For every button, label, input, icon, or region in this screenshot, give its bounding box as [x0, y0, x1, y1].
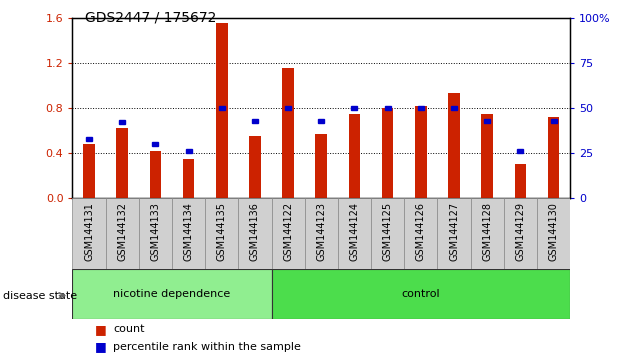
Bar — [415, 106, 427, 198]
Bar — [504, 198, 537, 269]
Text: GSM144131: GSM144131 — [84, 202, 94, 261]
Bar — [318, 119, 324, 122]
Bar — [83, 144, 95, 198]
Text: GSM144130: GSM144130 — [549, 202, 559, 261]
Bar — [382, 108, 394, 198]
Text: GSM144134: GSM144134 — [183, 202, 193, 261]
Text: count: count — [113, 324, 145, 334]
Bar — [119, 120, 125, 124]
Text: GSM144135: GSM144135 — [217, 202, 227, 261]
Bar — [183, 159, 195, 198]
Text: GSM144136: GSM144136 — [250, 202, 260, 261]
Text: GSM144126: GSM144126 — [416, 202, 426, 261]
Bar — [338, 198, 371, 269]
Bar — [437, 198, 471, 269]
Text: ■: ■ — [94, 341, 106, 353]
Bar — [305, 198, 338, 269]
Bar — [72, 269, 272, 319]
Text: GSM144132: GSM144132 — [117, 202, 127, 261]
Bar — [152, 142, 158, 146]
Bar — [86, 137, 92, 141]
Bar — [515, 164, 526, 198]
Bar — [219, 106, 225, 110]
Bar — [205, 198, 238, 269]
Text: GSM144123: GSM144123 — [316, 202, 326, 261]
Text: GSM144124: GSM144124 — [350, 202, 360, 261]
Bar — [451, 106, 457, 110]
Bar — [149, 151, 161, 198]
Text: GSM144128: GSM144128 — [482, 202, 492, 261]
Bar — [352, 106, 357, 110]
Text: ■: ■ — [94, 323, 106, 336]
Bar — [547, 117, 559, 198]
Bar — [282, 68, 294, 198]
Bar — [481, 114, 493, 198]
Text: control: control — [401, 289, 440, 299]
Text: GSM144122: GSM144122 — [283, 202, 293, 261]
Bar — [106, 198, 139, 269]
Text: GSM144125: GSM144125 — [382, 202, 392, 261]
Bar — [348, 114, 360, 198]
Bar — [537, 198, 570, 269]
Bar — [249, 136, 261, 198]
Bar — [551, 119, 556, 122]
Bar — [371, 198, 404, 269]
Bar — [517, 149, 524, 153]
Bar — [404, 198, 437, 269]
Bar — [172, 198, 205, 269]
Text: GSM144133: GSM144133 — [151, 202, 161, 261]
Text: GSM144127: GSM144127 — [449, 202, 459, 261]
Bar — [316, 134, 327, 198]
Bar — [272, 269, 570, 319]
Text: disease state: disease state — [3, 291, 77, 301]
Bar — [186, 149, 192, 153]
Text: nicotine dependence: nicotine dependence — [113, 289, 231, 299]
Bar — [418, 106, 424, 110]
Text: GDS2447 / 175672: GDS2447 / 175672 — [85, 11, 217, 25]
Bar — [252, 119, 258, 122]
Bar — [216, 23, 227, 198]
Bar — [385, 106, 391, 110]
Bar — [285, 106, 291, 110]
Bar — [448, 93, 460, 198]
Bar — [471, 198, 504, 269]
Bar — [484, 119, 490, 122]
Text: percentile rank within the sample: percentile rank within the sample — [113, 342, 301, 352]
Bar — [139, 198, 172, 269]
Bar — [117, 128, 128, 198]
Bar — [272, 198, 305, 269]
Text: GSM144129: GSM144129 — [515, 202, 525, 261]
Bar — [238, 198, 272, 269]
Bar — [72, 198, 106, 269]
